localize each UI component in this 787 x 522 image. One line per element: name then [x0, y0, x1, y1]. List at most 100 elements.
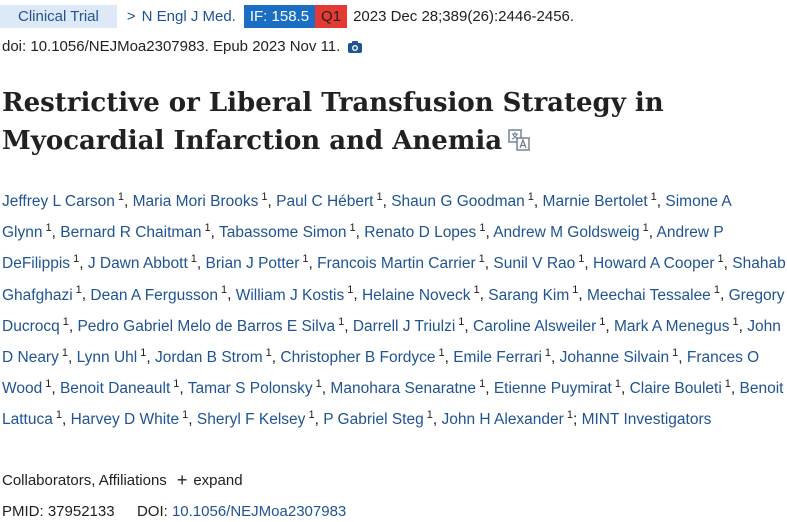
author-item: Bernard R Chaitman 1 — [60, 222, 211, 242]
author-name-link[interactable]: Maria Mori Brooks — [132, 193, 259, 211]
author-name-link[interactable]: Renato D Lopes — [364, 224, 477, 242]
author-name-link[interactable]: Sunil V Rao — [493, 255, 576, 273]
author-name-link[interactable]: Marnie Bertolet — [542, 193, 648, 211]
affiliation-marker[interactable]: 1 — [61, 346, 68, 359]
author-name-link[interactable]: Darrell J Triulzi — [352, 317, 456, 335]
article-type-badge[interactable]: Clinical Trial — [0, 4, 117, 28]
doi-link[interactable]: 10.1056/NEJMoa2307983 — [171, 503, 347, 520]
affiliation-marker[interactable]: 1 — [479, 222, 486, 235]
author-name-link[interactable]: Helaine Noveck — [361, 286, 471, 304]
author-name-link[interactable]: Francois Martin Carrier — [317, 255, 476, 273]
affiliation-marker[interactable]: 1 — [347, 284, 354, 297]
affiliation-marker[interactable]: 1 — [45, 377, 52, 390]
author-name-link[interactable]: P Gabriel Steg — [323, 411, 424, 429]
author-name-link[interactable]: Jeffrey L Carson — [2, 193, 115, 211]
author-name-link[interactable]: John D Neary — [2, 317, 781, 366]
translate-icon[interactable] — [508, 129, 530, 151]
affiliation-marker[interactable]: 1 — [376, 191, 383, 203]
journal-name[interactable]: N Engl J Med. — [141, 7, 236, 25]
author-name-link[interactable]: Jordan B Strom — [154, 348, 263, 366]
affiliation-marker[interactable]: 1 — [478, 253, 485, 266]
affiliation-marker[interactable]: 1 — [190, 253, 197, 266]
affiliation-marker[interactable]: 1 — [62, 315, 69, 328]
affiliation-marker[interactable]: 1 — [308, 409, 315, 422]
author-item: Sunil V Rao 1 — [493, 253, 585, 273]
affiliation-marker[interactable]: 1 — [599, 315, 606, 328]
affiliation-marker[interactable]: 1 — [182, 409, 189, 422]
author-name-link[interactable]: Brian J Potter — [205, 255, 300, 273]
affiliation-marker[interactable]: 1 — [73, 253, 80, 266]
author-name-link[interactable]: Lynn Uhl — [76, 348, 138, 366]
author-name-link[interactable]: Emile Ferrari — [453, 348, 542, 366]
affiliation-marker[interactable]: 1 — [473, 284, 480, 297]
author-name-link[interactable]: Shaun G Goodman — [391, 193, 525, 211]
affiliation-marker[interactable]: 1 — [220, 284, 228, 297]
author-name-link[interactable]: Tamar S Polonsky — [187, 380, 313, 398]
author-name-link[interactable]: Bernard R Chaitman — [60, 224, 202, 242]
chevron-right-icon: > — [126, 7, 136, 25]
author-name-link[interactable]: Harvey D White — [70, 411, 180, 429]
author-name-link[interactable]: Pedro Gabriel Melo de Barros E Silva — [77, 317, 336, 335]
author-name-link[interactable]: Manohara Senaratne — [330, 380, 477, 398]
affiliation-marker[interactable]: 1 — [426, 409, 433, 422]
affiliation-marker[interactable]: 1 — [75, 284, 82, 297]
author-name-link[interactable]: John H Alexander — [441, 411, 564, 429]
affiliation-marker[interactable]: 1 — [672, 346, 679, 359]
author-name-link[interactable]: Meechai Tessalee — [587, 286, 711, 304]
author-name-link[interactable]: Gregory Ducrocq — [2, 286, 785, 335]
affiliation-marker[interactable]: 1 — [349, 222, 356, 235]
affiliation-marker[interactable]: 1 — [117, 191, 124, 203]
author-name-link[interactable]: William J Kostis — [235, 286, 345, 304]
affiliation-marker[interactable]: 1 — [527, 191, 534, 203]
affiliation-marker[interactable]: 1 — [438, 346, 445, 359]
affiliation-marker[interactable]: 1 — [479, 377, 486, 390]
author-name-link[interactable]: Tabassome Simon — [219, 224, 347, 242]
author-name-link[interactable]: Caroline Alsweiler — [473, 317, 597, 335]
expand-button[interactable]: + expand — [177, 471, 243, 489]
affiliation-marker[interactable]: 1 — [204, 222, 211, 235]
affiliation-marker[interactable]: 1 — [566, 409, 573, 422]
affiliation-marker[interactable]: 1 — [302, 253, 309, 266]
affiliation-marker[interactable]: 1 — [544, 346, 552, 359]
author-name-link[interactable]: Mark A Menegus — [614, 317, 730, 335]
author-name-link[interactable]: Benoit Lattuca — [2, 380, 784, 429]
affiliation-marker[interactable]: 1 — [578, 253, 585, 266]
author-name-link[interactable]: Johanne Silvain — [559, 348, 670, 366]
group-author-link[interactable]: MINT Investigators — [581, 411, 712, 429]
collaborators-label[interactable]: Collaborators, Affiliations — [2, 472, 167, 489]
affiliation-marker[interactable]: 1 — [642, 222, 649, 235]
affiliation-marker[interactable]: 1 — [315, 377, 322, 390]
author-name-link[interactable]: Paul C Hébert — [276, 193, 374, 211]
author-name-link[interactable]: Etienne Puymirat — [493, 380, 612, 398]
author-name-link[interactable]: Benoit Daneault — [59, 380, 171, 398]
journal-link[interactable]: > N Engl J Med. — [127, 8, 236, 25]
affiliation-marker[interactable]: 1 — [338, 315, 345, 328]
author-name-link[interactable]: Andrew P DeFilippis — [2, 224, 724, 273]
author-name-link[interactable]: Howard A Cooper — [593, 255, 715, 273]
affiliation-marker[interactable]: 1 — [713, 284, 720, 297]
author-name-link[interactable]: Frances O Wood — [2, 348, 760, 398]
affiliation-marker[interactable]: 1 — [650, 191, 657, 203]
affiliation-marker[interactable]: 1 — [45, 222, 52, 235]
author-name-link[interactable]: J Dawn Abbott — [87, 255, 188, 273]
affiliation-marker[interactable]: 1 — [724, 377, 731, 390]
author-name-link[interactable]: Claire Bouleti — [629, 380, 722, 398]
affiliation-marker[interactable]: 1 — [55, 409, 62, 422]
author-name-link[interactable]: Simone A Glynn — [2, 193, 731, 242]
affiliation-marker[interactable]: 1 — [572, 284, 579, 297]
affiliation-marker[interactable]: 1 — [173, 377, 180, 390]
author-name-link[interactable]: Sarang Kim — [488, 286, 570, 304]
author-name-link[interactable]: Sheryl F Kelsey — [196, 411, 306, 429]
author-name-link[interactable]: Christopher B Fordyce — [280, 348, 436, 366]
affiliation-marker[interactable]: 1 — [140, 346, 147, 359]
author-name-link[interactable]: Shahab Ghafghazi — [2, 255, 786, 304]
author-name-link[interactable]: Dean A Fergusson — [90, 286, 218, 304]
affiliation-marker[interactable]: 1 — [265, 346, 272, 359]
affiliation-marker[interactable]: 1 — [458, 315, 465, 328]
affiliation-marker[interactable]: 1 — [614, 377, 621, 390]
affiliation-marker[interactable]: 1 — [717, 253, 724, 266]
camera-icon[interactable] — [348, 40, 363, 53]
author-name-link[interactable]: Andrew M Goldsweig — [493, 224, 640, 242]
affiliation-marker[interactable]: 1 — [261, 191, 268, 203]
affiliation-marker[interactable]: 1 — [732, 315, 739, 328]
